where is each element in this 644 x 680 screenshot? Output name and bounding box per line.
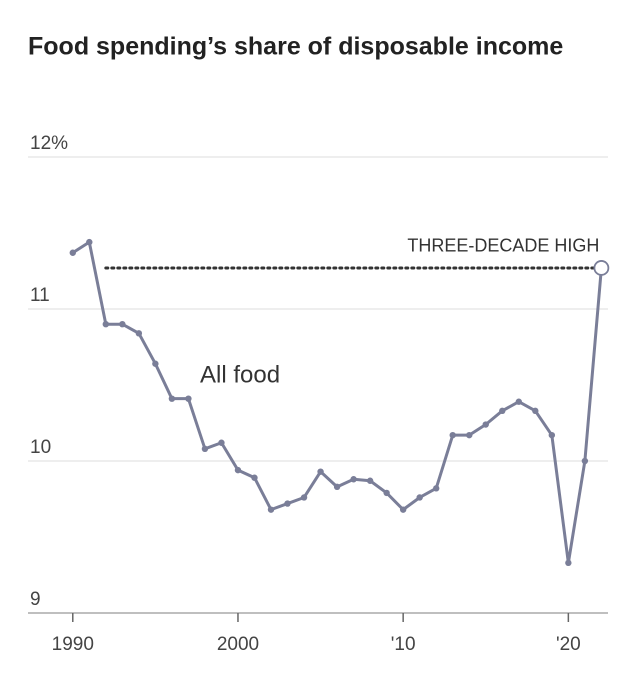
data-point bbox=[152, 360, 159, 367]
data-point bbox=[515, 398, 522, 405]
data-point bbox=[399, 506, 407, 513]
data-point bbox=[317, 468, 324, 475]
data-point bbox=[416, 494, 423, 501]
data-point bbox=[593, 260, 610, 276]
data-point bbox=[168, 395, 176, 402]
data-point bbox=[565, 559, 572, 567]
data-point bbox=[300, 494, 308, 501]
data-point bbox=[333, 483, 341, 491]
x-tick-label: 2000 bbox=[217, 634, 259, 655]
data-point bbox=[581, 457, 589, 465]
data-point bbox=[482, 421, 489, 428]
data-point bbox=[532, 407, 539, 415]
chart-title: Food spending’s share of disposable inco… bbox=[28, 33, 563, 61]
data-point bbox=[466, 431, 473, 439]
data-point bbox=[267, 506, 275, 513]
y-tick-label: 11 bbox=[30, 285, 50, 306]
data-point bbox=[284, 500, 291, 507]
y-tick-label: 12% bbox=[30, 133, 68, 154]
data-point bbox=[69, 249, 76, 256]
data-point bbox=[185, 395, 192, 402]
y-tick-label: 9 bbox=[30, 589, 41, 610]
data-point bbox=[234, 466, 242, 474]
data-point bbox=[383, 489, 390, 497]
data-point bbox=[251, 474, 258, 481]
x-tick-label: 1990 bbox=[52, 634, 94, 655]
y-tick-label: 10 bbox=[30, 437, 51, 458]
data-point bbox=[548, 431, 556, 439]
data-point bbox=[366, 477, 374, 484]
series-line bbox=[71, 240, 603, 565]
data-point bbox=[449, 431, 456, 439]
data-point bbox=[350, 476, 357, 483]
data-point bbox=[119, 321, 126, 328]
data-point bbox=[102, 321, 110, 328]
data-point bbox=[499, 407, 506, 415]
x-tick-label: '20 bbox=[556, 634, 581, 655]
x-tick-label: '10 bbox=[391, 634, 416, 655]
data-point bbox=[135, 330, 143, 337]
data-point bbox=[201, 445, 209, 453]
data-point bbox=[433, 485, 440, 492]
series-label: All food bbox=[200, 361, 280, 388]
reference-label: THREE-DECADE HIGH bbox=[407, 236, 599, 256]
data-point bbox=[218, 439, 225, 446]
data-point bbox=[86, 238, 93, 246]
